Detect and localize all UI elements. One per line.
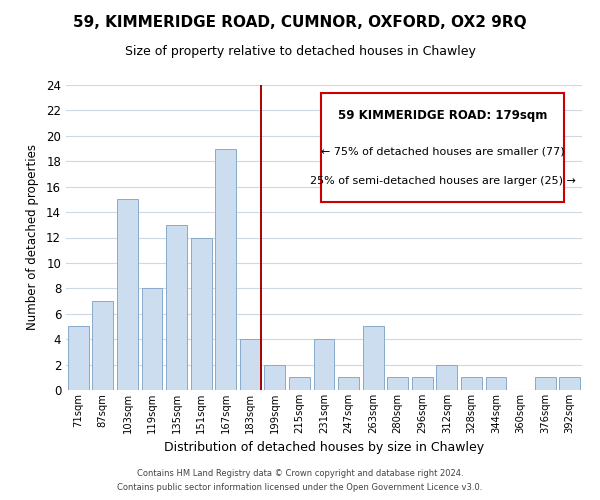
Bar (265, 364, 286, 390)
Text: 59, KIMMERIDGE ROAD, CUMNOR, OXFORD, OX2 9RQ: 59, KIMMERIDGE ROAD, CUMNOR, OXFORD, OX2… (73, 15, 527, 30)
Bar (215, 148, 236, 390)
Bar (289, 378, 310, 390)
Y-axis label: Number of detached properties: Number of detached properties (26, 144, 39, 330)
Bar (412, 378, 433, 390)
Text: 25% of semi-detached houses are larger (25) →: 25% of semi-detached houses are larger (… (310, 176, 575, 186)
Bar (68, 326, 89, 390)
Bar (117, 200, 138, 390)
Bar (142, 288, 163, 390)
Text: Size of property relative to detached houses in Chawley: Size of property relative to detached ho… (125, 45, 475, 58)
Bar (92, 301, 113, 390)
Text: Contains public sector information licensed under the Open Government Licence v3: Contains public sector information licen… (118, 484, 482, 492)
Text: 59 KIMMERIDGE ROAD: 179sqm: 59 KIMMERIDGE ROAD: 179sqm (338, 110, 547, 122)
Text: ← 75% of detached houses are smaller (77): ← 75% of detached houses are smaller (77… (321, 146, 565, 156)
Bar (240, 339, 261, 390)
Bar (338, 378, 359, 390)
Bar (461, 378, 482, 390)
Bar (387, 378, 408, 390)
Bar (314, 339, 334, 390)
Bar (535, 378, 556, 390)
Bar (191, 238, 212, 390)
Bar (166, 225, 187, 390)
Text: Contains HM Land Registry data © Crown copyright and database right 2024.: Contains HM Land Registry data © Crown c… (137, 468, 463, 477)
Bar (485, 378, 506, 390)
X-axis label: Distribution of detached houses by size in Chawley: Distribution of detached houses by size … (164, 442, 484, 454)
Bar (436, 364, 457, 390)
FancyBboxPatch shape (322, 92, 564, 202)
Bar (559, 378, 580, 390)
Bar (362, 326, 383, 390)
